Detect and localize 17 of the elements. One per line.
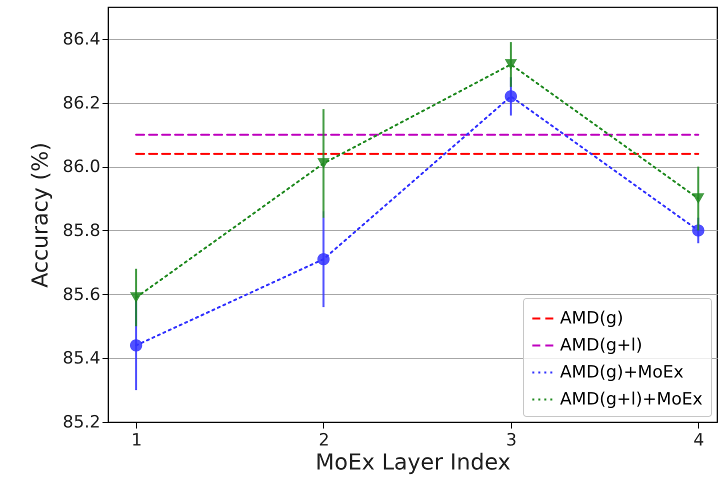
- legend-label: AMD(g+l)+MoEx: [560, 390, 703, 410]
- legend-label: AMD(g): [560, 308, 624, 328]
- x-tick-label: 4: [693, 430, 704, 450]
- y-tick-label: 85.6: [62, 284, 100, 305]
- x-tick-label: 3: [506, 430, 517, 450]
- y-tick-label: 85.4: [62, 348, 100, 369]
- x-tick-label: 1: [131, 430, 142, 450]
- legend-label: AMD(g)+MoEx: [560, 362, 684, 382]
- legend-label: AMD(g+l): [560, 336, 642, 356]
- x-tick-label: 2: [318, 430, 330, 450]
- y-axis-title: Accuracy (%): [28, 142, 54, 288]
- y-tick-label: 85.2: [62, 412, 100, 432]
- y-tick-label: 86.2: [62, 93, 100, 114]
- y-tick-label: 86.4: [62, 29, 100, 50]
- y-tick-label: 85.8: [62, 220, 100, 241]
- x-axis-title: MoEx Layer Index: [315, 450, 511, 476]
- y-tick-label: 86.0: [62, 157, 100, 178]
